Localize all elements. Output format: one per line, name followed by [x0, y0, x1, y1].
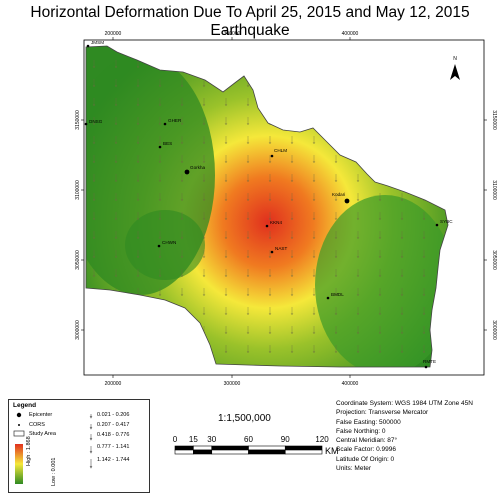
legend-class-5: 1.142 - 1.744	[97, 457, 130, 463]
svg-text:SYBC: SYBC	[440, 219, 453, 224]
svg-text:CHLM: CHLM	[274, 148, 287, 153]
y-tick-left: 3000000	[75, 320, 81, 340]
svg-text:Kodari: Kodari	[332, 192, 345, 197]
study-area-symbol-icon	[13, 430, 25, 437]
legend-symbols	[13, 412, 93, 484]
station-chwn: CHWN	[157, 240, 176, 248]
y-tick-left: 3050000	[75, 250, 81, 270]
y-tick-right: 3150000	[491, 110, 497, 130]
legend-class-4: 0.777 - 1.141	[97, 444, 130, 450]
x-tick-top: 200000	[105, 31, 122, 37]
legend-cors-label: CORS	[29, 422, 45, 428]
station-bmdl: BMDL	[326, 292, 344, 300]
legend-ramp-high-label: High : 1.868	[26, 436, 32, 466]
scale-tick: 15	[189, 435, 198, 444]
svg-text:CHWN: CHWN	[162, 240, 176, 245]
legend-class-1: 0.021 - 0.206	[97, 412, 130, 418]
station-gher: GHER	[163, 118, 182, 126]
coord-line-3: False Easting: 500000	[336, 418, 401, 426]
station-kkn4: KKN4	[265, 220, 282, 228]
svg-text:BES: BES	[163, 141, 172, 146]
station-bes: BES	[158, 141, 172, 149]
stations-layer: JMSM DNSG GHER BES Gorkha CHLM Kodari KKN4 NAST S…	[84, 40, 453, 369]
coordinate-info: Coordinate System: WGS 1984 UTM Zone 45N…	[336, 399, 473, 473]
x-tick-bottom: 200000	[105, 381, 122, 387]
coord-line-1: Coordinate System: WGS 1984 UTM Zone 45N	[336, 400, 473, 407]
map-frame	[83, 39, 485, 376]
station-chlm: CHLM	[270, 148, 287, 158]
coord-line-7: Latitude Of Origin: 0	[336, 455, 395, 463]
scale-tick: 30	[207, 435, 216, 444]
station-jmsm: JMSM	[86, 40, 104, 48]
coord-line-5: Central Meridian: 87°	[336, 437, 398, 445]
x-tick-bottom: 300000	[224, 381, 241, 387]
svg-text:JMSM: JMSM	[91, 40, 104, 45]
svg-text:BMDL: BMDL	[331, 292, 344, 297]
y-tick-left: 3100000	[75, 180, 81, 200]
svg-text:Gorkha: Gorkha	[190, 165, 206, 170]
epicenter-symbol-icon	[16, 412, 22, 418]
station-gorkha: Gorkha	[184, 165, 206, 175]
legend-class-2: 0.207 - 0.417	[97, 422, 130, 428]
coord-line-6: Scale Factor: 0.9996	[336, 446, 396, 454]
station-dnsg: DNSG	[84, 119, 103, 126]
study-area	[85, 45, 449, 368]
scale-bar: 0 15 30 60 90 120 KM	[173, 435, 339, 456]
legend-color-ramp	[15, 444, 23, 484]
coord-line-2: Projection: Transverse Mercator	[336, 409, 429, 417]
legend-panel: Legend Epicenter CORS Study Area High : …	[8, 399, 150, 493]
svg-text:DNSG: DNSG	[89, 119, 103, 124]
legend-class-3: 0.418 - 0.776	[97, 432, 130, 438]
x-tick-top: 300000	[224, 31, 241, 37]
svg-text:KKN4: KKN4	[270, 220, 282, 225]
scale-tick: 90	[281, 435, 290, 444]
x-axis-ticks: 200000 200000 300000 300000 400000 400000	[105, 31, 359, 387]
x-tick-bottom: 400000	[342, 381, 359, 387]
map-title: Horizontal Deformation Due To April 25, …	[30, 4, 470, 39]
y-tick-right: 3000000	[491, 320, 497, 340]
station-rmte: RMTE	[423, 359, 436, 369]
scale-tick: 0	[173, 435, 178, 444]
station-kodari: Kodari	[332, 192, 350, 204]
x-tick-top: 400000	[342, 31, 359, 37]
legend-epicenter-label: Epicenter	[29, 412, 53, 418]
scale-tick: 60	[244, 435, 253, 444]
scale-ratio: 1:1,500,000	[218, 413, 271, 424]
legend-study-area-label: Study Area	[29, 431, 56, 437]
legend-ramp-low-label: Low : 0.001	[51, 457, 57, 486]
coord-line-4: False Northing: 0	[336, 427, 386, 435]
station-nast: NAST	[270, 246, 287, 254]
y-tick-right: 3050000	[491, 250, 497, 270]
cors-symbol-icon	[18, 424, 20, 426]
svg-text:NAST: NAST	[275, 246, 287, 251]
scale-unit: KM	[325, 446, 339, 456]
svg-text:RMTE: RMTE	[423, 359, 436, 364]
y-axis-ticks: 3150000 3150000 3100000 3100000 3050000 30500…	[75, 110, 497, 340]
legend-title: Legend	[13, 402, 37, 409]
svg-text:GHER: GHER	[168, 118, 182, 123]
scale-tick: 120	[315, 435, 329, 444]
north-arrow-icon: N	[450, 56, 460, 80]
coord-line-8: Units: Meter	[336, 465, 372, 473]
y-tick-left: 3150000	[75, 110, 81, 130]
svg-text:N: N	[453, 56, 457, 62]
station-sybc: SYBC	[435, 219, 453, 227]
y-tick-right: 3100000	[491, 180, 497, 200]
